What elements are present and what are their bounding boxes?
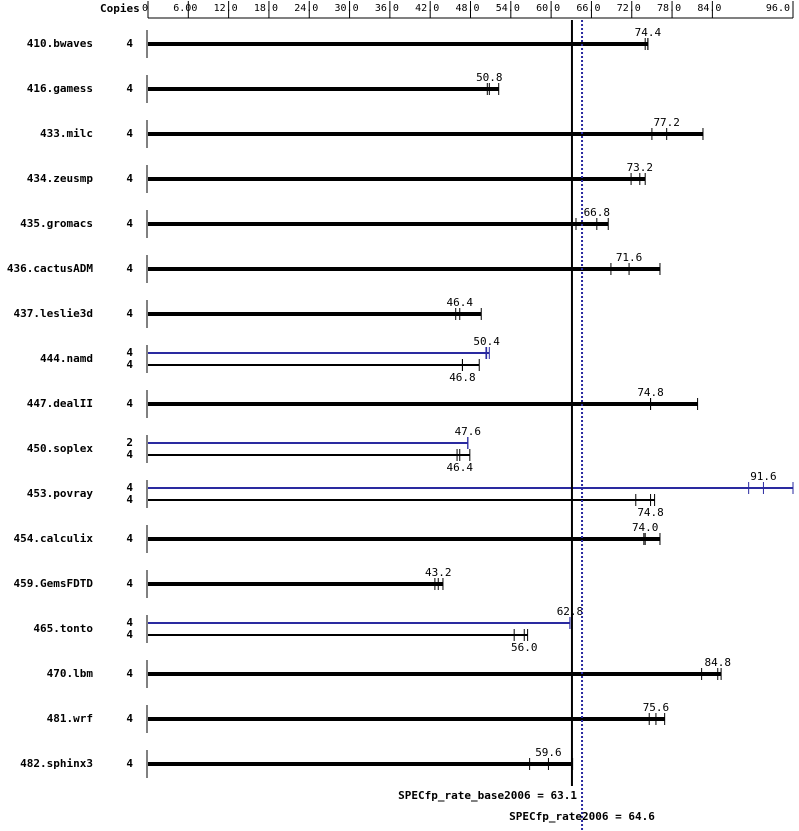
value-label: 77.2 [653,116,680,129]
value-label: 46.4 [447,461,474,474]
copies-label: 4 [126,82,133,95]
copies-label: 4 [126,667,133,680]
copies-label: 4 [126,628,133,641]
reference-label: SPECfp_rate_base2006 = 63.1 [398,789,577,802]
value-label: 91.6 [750,470,777,483]
x-tick-label: 96.0 [766,3,790,14]
value-label: 47.6 [455,425,482,438]
value-label: 74.4 [635,26,662,39]
benchmark-name: 465.tonto [33,622,93,635]
value-label: 46.4 [447,296,474,309]
value-label: 73.2 [627,161,654,174]
x-tick-label: 24.0 [294,3,318,14]
copies-header: Copies [100,2,140,15]
x-tick-label: 42.0 [415,3,439,14]
copies-label: 4 [126,346,133,359]
copies-label: 4 [126,127,133,140]
x-tick-label: 54.0 [496,3,520,14]
copies-label: 4 [126,712,133,725]
value-label: 74.8 [637,386,664,399]
copies-label: 4 [126,481,133,494]
copies-label: 4 [126,448,133,461]
value-label: 66.8 [584,206,611,219]
benchmark-name: 436.cactusADM [7,262,93,275]
x-tick-label: 78.0 [657,3,681,14]
copies-label: 4 [126,616,133,629]
value-label: 84.8 [705,656,732,669]
copies-label: 4 [126,172,133,185]
benchmark-name: 434.zeusmp [27,172,94,185]
value-label: 74.0 [632,521,659,534]
x-tick-label: 48.0 [455,3,479,14]
value-label: 46.8 [449,371,476,384]
reference-label: SPECfp_rate2006 = 64.6 [509,810,655,823]
copies-label: 4 [126,577,133,590]
benchmark-name: 482.sphinx3 [20,757,93,770]
benchmark-name: 470.lbm [47,667,94,680]
x-tick-label: 66.0 [576,3,600,14]
value-label: 71.6 [616,251,643,264]
x-tick-label: 12.0 [214,3,238,14]
benchmark-name: 447.dealII [27,397,93,410]
benchmark-name: 459.GemsFDTD [14,577,94,590]
copies-label: 4 [126,358,133,371]
benchmark-name: 453.povray [27,487,94,500]
value-label: 56.0 [511,641,538,654]
x-tick-label: 72.0 [617,3,641,14]
x-tick-label: 18.0 [254,3,278,14]
benchmark-name: 416.gamess [27,82,93,95]
value-label: 59.6 [535,746,562,759]
x-tick-label: 30.0 [335,3,359,14]
benchmark-name: 437.leslie3d [14,307,93,320]
benchmark-name: 450.soplex [27,442,94,455]
copies-label: 2 [126,436,133,449]
value-label: 75.6 [643,701,670,714]
x-tick-label: 6.00 [173,3,197,14]
copies-label: 4 [126,532,133,545]
x-tick-label: 84.0 [697,3,721,14]
x-tick-label: 60.0 [536,3,560,14]
value-label: 43.2 [425,566,452,579]
copies-label: 4 [126,217,133,230]
copies-label: 4 [126,757,133,770]
benchmark-name: 481.wrf [47,712,93,725]
value-label: 50.4 [473,335,500,348]
copies-label: 4 [126,307,133,320]
copies-label: 4 [126,262,133,275]
benchmark-name: 433.milc [40,127,93,140]
benchmark-name: 444.namd [40,352,93,365]
value-label: 62.8 [557,605,584,618]
copies-label: 4 [126,493,133,506]
value-label: 74.8 [637,506,664,519]
copies-label: 4 [126,37,133,50]
benchmark-name: 435.gromacs [20,217,93,230]
benchmark-name: 454.calculix [14,532,94,545]
benchmark-name: 410.bwaves [27,37,93,50]
x-tick-label: 36.0 [375,3,399,14]
x-tick-label: 0 [142,3,148,14]
value-label: 50.8 [476,71,503,84]
copies-label: 4 [126,397,133,410]
